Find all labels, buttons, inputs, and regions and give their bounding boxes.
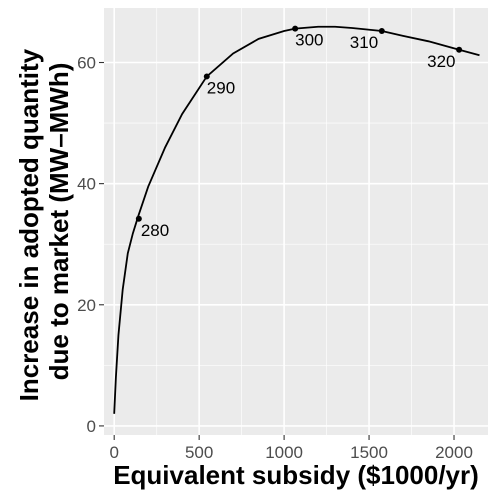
y-axis-ticks: 0 20 40 60 bbox=[77, 54, 104, 436]
data-labels: 280 290 300 310 320 bbox=[141, 31, 456, 240]
y-tick-label: 40 bbox=[77, 175, 96, 194]
data-point bbox=[135, 215, 142, 222]
data-label: 290 bbox=[207, 78, 235, 97]
y-axis-title: Increase in adopted quantity due to mark… bbox=[14, 42, 74, 402]
y-axis-title-line-1: Increase in adopted quantity bbox=[14, 48, 44, 401]
data-point bbox=[203, 73, 210, 80]
grid-major bbox=[104, 8, 488, 435]
data-point bbox=[292, 25, 299, 32]
grid-minor bbox=[104, 8, 488, 435]
x-tick-label: 0 bbox=[109, 443, 118, 462]
y-tick-label: 20 bbox=[77, 296, 96, 315]
data-label: 320 bbox=[427, 52, 455, 71]
x-tick-label: 1500 bbox=[350, 443, 388, 462]
x-tick-label: 2000 bbox=[435, 443, 473, 462]
data-point bbox=[456, 46, 463, 53]
plot-background bbox=[104, 8, 488, 435]
y-tick-label: 60 bbox=[77, 54, 96, 73]
x-tick-label: 500 bbox=[185, 443, 213, 462]
data-point bbox=[378, 28, 385, 35]
data-label: 300 bbox=[295, 31, 323, 50]
data-points bbox=[135, 25, 463, 222]
data-label: 280 bbox=[141, 221, 169, 240]
x-axis-title: Equivalent subsidy ($1000/yr) bbox=[113, 460, 479, 490]
series-line bbox=[113, 25, 480, 414]
x-axis-ticks: 0 500 1000 1500 2000 bbox=[109, 435, 473, 462]
y-axis-title-line-2: due to market (MW–MWh) bbox=[44, 63, 74, 381]
y-tick-label: 0 bbox=[87, 417, 96, 436]
data-label: 310 bbox=[350, 33, 378, 52]
x-tick-label: 1000 bbox=[265, 443, 303, 462]
